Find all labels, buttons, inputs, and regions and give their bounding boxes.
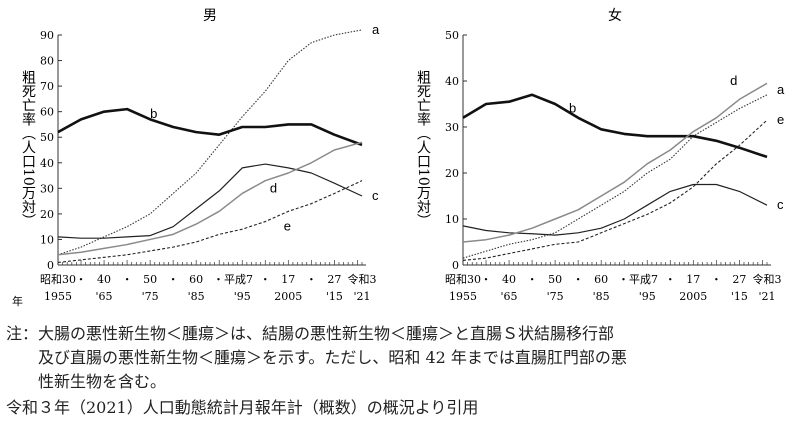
- x-tick-label-era: 17: [686, 273, 700, 286]
- series-line-a: [462, 94, 768, 259]
- x-tick-label-era: 昭和30: [445, 273, 481, 286]
- series-label-c: c: [777, 197, 784, 212]
- x-tick-label-year: '85: [593, 290, 610, 303]
- y-tick-label: 0: [47, 259, 54, 272]
- series-line-b: [57, 107, 363, 147]
- y-tick-label: 90: [40, 29, 54, 42]
- x-tick-label-era: 27: [732, 273, 746, 286]
- series-label-e: e: [284, 219, 291, 234]
- y-tick-label: 80: [40, 55, 54, 68]
- series-label-b: b: [150, 106, 157, 121]
- y-tick-label: 0: [452, 259, 459, 272]
- x-tick-label-era: 50: [548, 273, 562, 286]
- x-tick-label-year: '65: [501, 290, 518, 303]
- x-tick-label-era: 40: [502, 273, 516, 286]
- series-line-c: [462, 183, 768, 236]
- note-line-1: 注：大腸の悪性新生物＜腫瘍＞は、結腸の悪性新生物＜腫瘍＞と直腸Ｓ状結腸移行部: [6, 324, 615, 343]
- series-label-a: a: [372, 22, 380, 37]
- x-tick-label-era: ・: [711, 273, 722, 286]
- series-line-d: [462, 82, 768, 243]
- source-note: 令和３年（2021）人口動態統計月報年計（概数）の概況より引用: [6, 398, 479, 417]
- x-tick-label-era: ・: [260, 273, 271, 286]
- x-tick-label-era: ・平成7: [618, 273, 658, 286]
- y-axis-label: 粗死亡率（人口10万対）: [415, 70, 431, 228]
- y-axis-label: 粗死亡率（人口10万対）: [20, 70, 36, 228]
- x-tick-label-year: '15: [326, 290, 343, 303]
- x-tick-label-era: ・: [306, 273, 317, 286]
- x-tick-label-era: 令和3: [348, 272, 377, 286]
- series-label-d: d: [730, 73, 737, 88]
- x-tick-label-era: 40: [97, 273, 111, 286]
- series-line-c: [57, 163, 363, 239]
- series-line-e: [462, 119, 768, 261]
- series-line-e: [57, 180, 363, 263]
- x-tick-label-year: 1955: [449, 290, 477, 303]
- y-tick-label: 10: [445, 213, 459, 226]
- x-tick-label-year: '65: [96, 290, 113, 303]
- series-line-d: [57, 141, 363, 256]
- x-tick-label-era: 27: [327, 273, 341, 286]
- y-tick-label: 40: [40, 157, 54, 170]
- series-label-d: d: [270, 180, 277, 195]
- x-tick-label-era: ・: [122, 273, 133, 286]
- x-tick-label-year: '21: [758, 290, 775, 303]
- chart-title: 男: [203, 8, 217, 24]
- x-tick-label-era: 50: [143, 273, 157, 286]
- chart-title: 女: [608, 7, 622, 24]
- y-tick-label: 20: [445, 167, 459, 180]
- y-tick-label: 50: [445, 29, 459, 42]
- x-tick-label-era: ・: [481, 273, 492, 286]
- y-tick-label: 60: [40, 106, 54, 119]
- series-label-e: e: [777, 112, 784, 127]
- x-tick-label-era: ・: [527, 273, 538, 286]
- x-tick-label-year: 2005: [274, 290, 302, 303]
- x-tick-label-era: 60: [594, 273, 608, 286]
- x-tick-label-year: '75: [142, 290, 159, 303]
- x-tick-label-era: ・: [665, 273, 676, 286]
- y-tick-label: 70: [40, 80, 54, 93]
- x-tick-label-era: 昭和30: [40, 273, 76, 286]
- series-line-b: [462, 93, 768, 159]
- x-tick-label-year: '15: [731, 290, 748, 303]
- x-tick-label-year: 1955: [44, 290, 72, 303]
- x-tick-label-year: '95: [234, 290, 251, 303]
- series-label-b: b: [569, 101, 576, 116]
- x-tick-label-year: '21: [353, 290, 370, 303]
- x-tick-label-era: 令和3: [753, 272, 782, 286]
- note-line-3: 性新生物を含む。: [38, 372, 167, 391]
- y-tick-label: 40: [445, 75, 459, 88]
- x-tick-label-year: '85: [188, 290, 205, 303]
- x-axis-label: 年: [12, 294, 23, 308]
- x-tick-label-era: 17: [281, 273, 295, 286]
- x-tick-label-year: '95: [639, 290, 656, 303]
- series-label-c: c: [372, 188, 379, 203]
- y-tick-label: 50: [40, 131, 54, 144]
- series-line-a: [57, 29, 363, 256]
- series-label-a: a: [777, 82, 785, 97]
- x-tick-label-era: ・: [573, 273, 584, 286]
- x-tick-label-era: ・: [168, 273, 179, 286]
- y-tick-label: 30: [40, 182, 54, 195]
- x-tick-label-era: ・平成7: [213, 273, 253, 286]
- y-tick-label: 30: [445, 121, 459, 134]
- x-tick-label-year: '75: [547, 290, 564, 303]
- y-tick-label: 20: [40, 208, 54, 221]
- x-tick-label-era: ・: [76, 273, 87, 286]
- y-tick-label: 10: [40, 233, 54, 246]
- note-line-2: 及び直腸の悪性新生物＜腫瘍＞を示す。ただし、昭和 42 年までは直腸肛門部の悪: [38, 348, 627, 367]
- x-tick-label-year: 2005: [679, 290, 707, 303]
- x-tick-label-era: 60: [189, 273, 203, 286]
